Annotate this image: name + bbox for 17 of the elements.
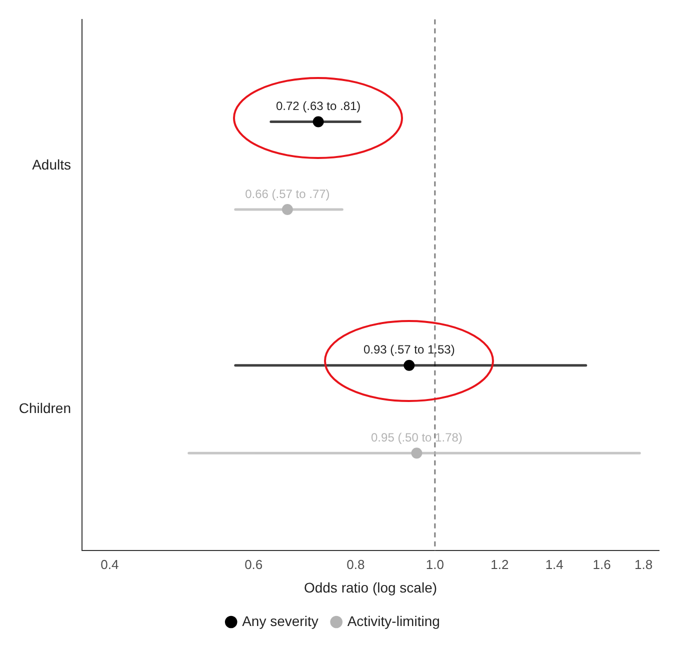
x-tick-label: 1.4 [545,556,564,572]
data-label: 0.93 (.57 to 1.53) [363,342,455,357]
data-label: 0.66 (.57 to .77) [245,186,330,201]
x-axis-title: Odds ratio (log scale) [304,579,438,596]
legend-label: Activity-limiting [347,612,440,629]
x-tick-label: 1.0 [426,556,444,572]
x-tick-label: 1.6 [592,556,611,572]
x-tick-label: 1.2 [490,556,509,572]
x-tick-label: 0.8 [346,556,365,572]
x-tick-label: 1.8 [634,556,653,572]
legend-label: Any severity [242,612,318,629]
y-tick-label: Adults [32,156,71,172]
x-tick-label: 0.4 [100,556,119,572]
data-label: 0.72 (.63 to .81) [276,99,361,114]
y-tick-label: Children [18,400,71,416]
x-tick-label: 0.6 [244,556,263,572]
data-label: 0.95 (.50 to 1.78) [371,430,462,444]
